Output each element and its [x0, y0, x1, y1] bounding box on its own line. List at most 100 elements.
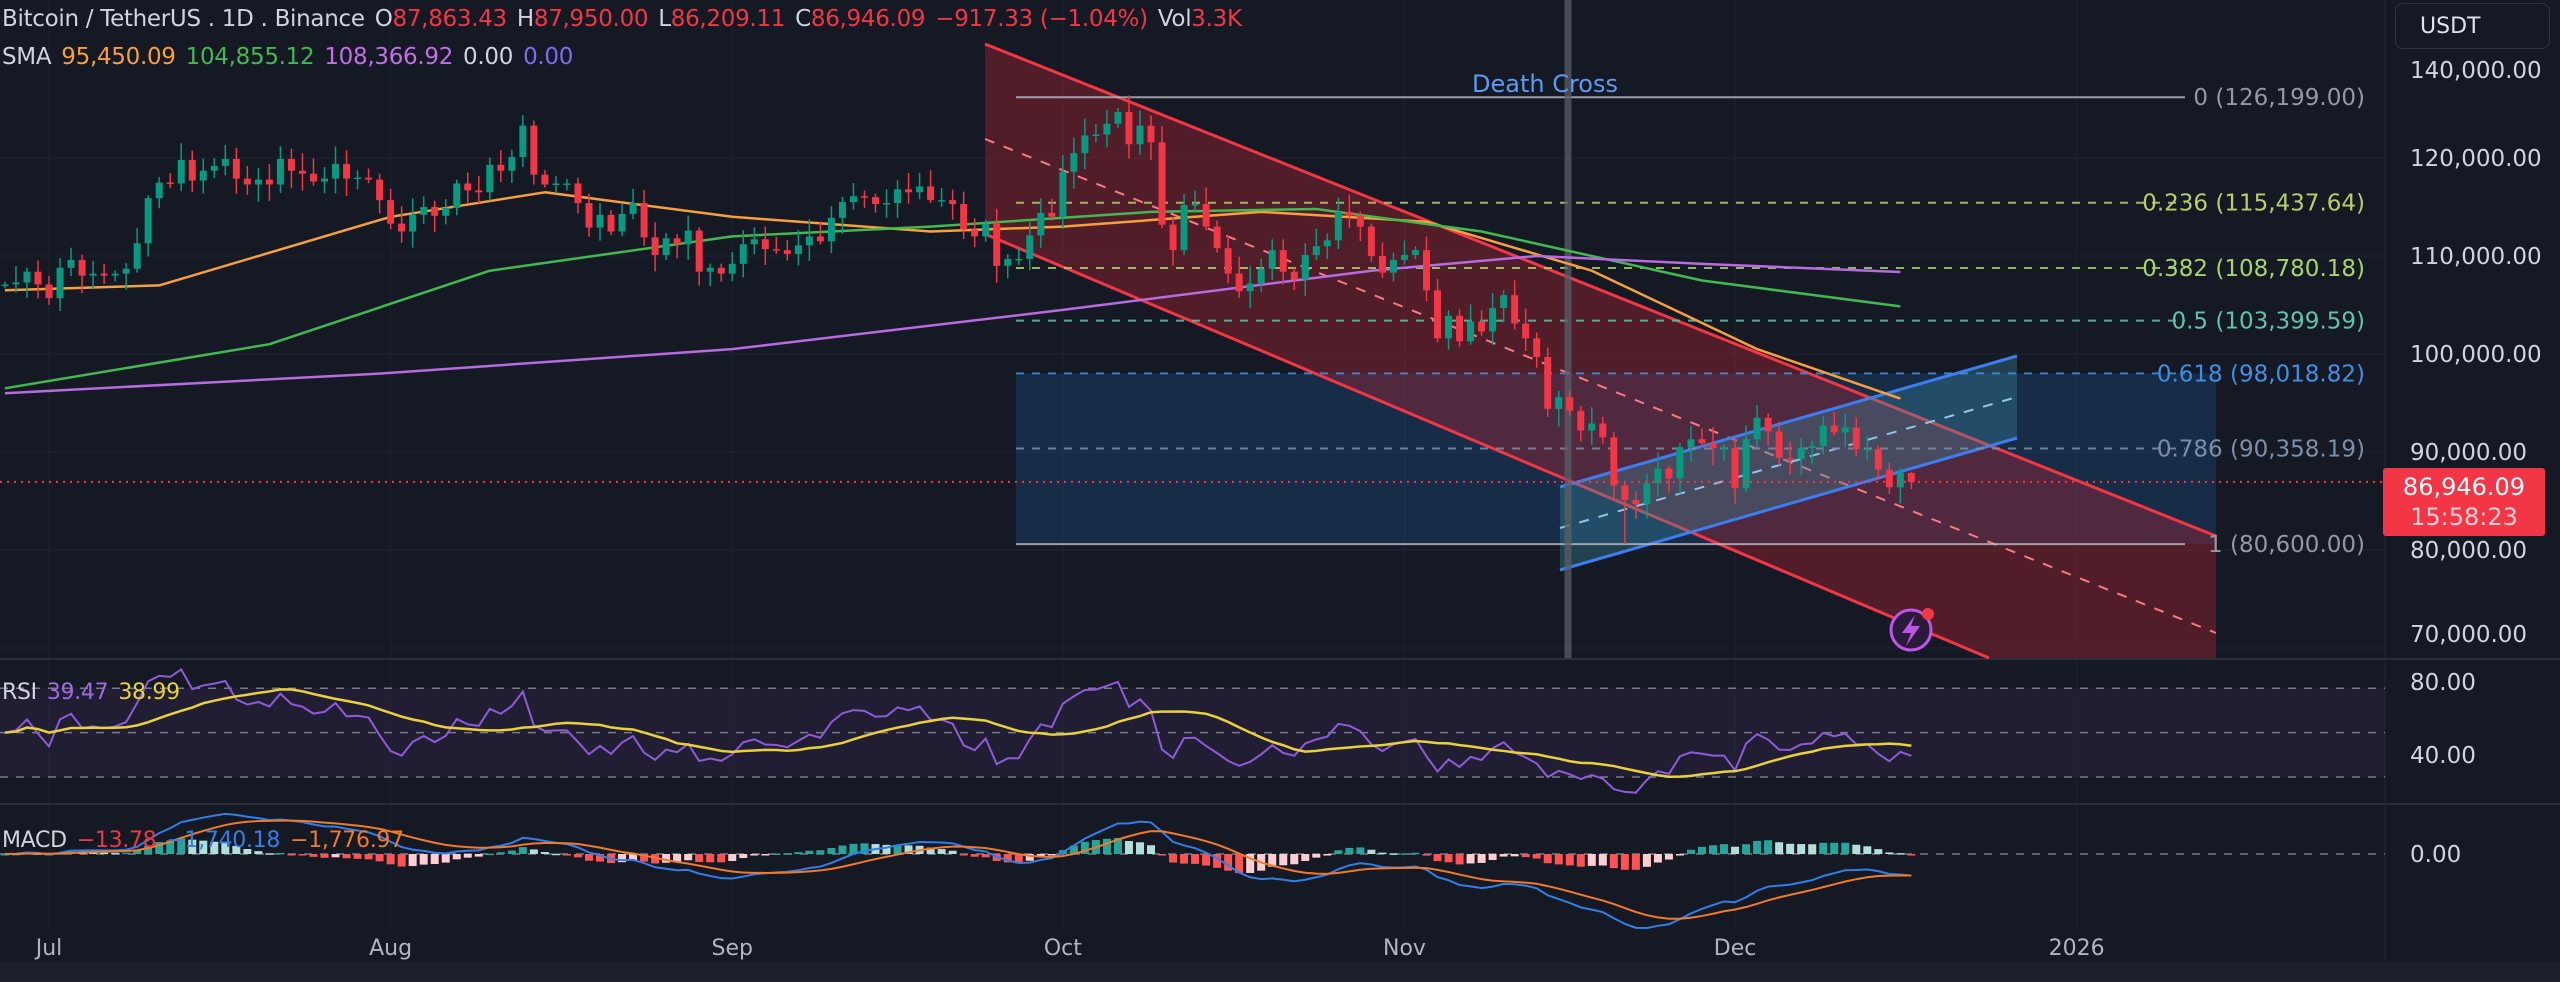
candle-body — [1070, 153, 1078, 172]
macd-histogram-bar — [1069, 845, 1078, 854]
fib-level-label[interactable]: 1 (80,600.00) — [2208, 532, 2365, 558]
candle — [1445, 310, 1453, 350]
candle — [894, 180, 902, 218]
candle — [1048, 198, 1056, 221]
macd-histogram-bar — [1675, 854, 1684, 856]
candle-body — [1169, 224, 1177, 251]
candle — [1323, 233, 1331, 260]
bar-countdown: 15:58:23 — [2410, 503, 2518, 531]
candle-body — [1257, 268, 1265, 284]
candle-body — [607, 214, 615, 232]
candle-body — [1334, 211, 1342, 241]
macd-histogram-bar — [1180, 854, 1189, 864]
candle-body — [1445, 315, 1453, 339]
candle-body — [1467, 321, 1475, 342]
fib-level-label[interactable]: 0.5 (103,399.59) — [2171, 309, 2365, 335]
candle-body — [927, 186, 935, 201]
candle-body — [574, 183, 582, 204]
candle — [1599, 416, 1607, 444]
macd-histogram-bar — [1819, 842, 1828, 854]
sma-legend[interactable]: SMA 95,450.09 104,855.12 108,366.92 0.00 0.00 — [2, 44, 583, 70]
candle-body — [1907, 472, 1915, 482]
candle — [1, 281, 9, 289]
candle-body — [100, 273, 108, 276]
candle — [287, 148, 295, 189]
price-axis-label: 100,000.00 — [2410, 342, 2542, 368]
macd-histogram-bar — [463, 854, 472, 858]
candle — [1246, 266, 1254, 309]
currency-button[interactable]: USDT — [2395, 3, 2550, 49]
symbol-title[interactable]: Bitcoin / TetherUS . 1D . Binance — [2, 6, 365, 32]
candle-body — [640, 203, 648, 238]
candle-body — [111, 273, 119, 276]
candle-body — [1114, 111, 1122, 124]
candle — [210, 158, 218, 179]
candle-body — [398, 223, 406, 232]
macd-histogram-bar — [1422, 854, 1431, 856]
candle — [89, 260, 97, 290]
macd-histogram-bar — [1808, 844, 1817, 854]
macd-histogram-bar — [1477, 854, 1486, 863]
fib-level-label[interactable]: 0 (126,199.00) — [2193, 85, 2365, 111]
fib-level-label[interactable]: 0.382 (108,780.18) — [2142, 256, 2365, 282]
candle-body — [276, 158, 284, 185]
macd-histogram-bar — [1885, 852, 1894, 854]
candle — [34, 260, 42, 299]
death-cross-label[interactable]: Death Cross — [1472, 70, 1618, 98]
candle — [1411, 246, 1419, 260]
rsi-legend[interactable]: RSI 39.47 38.99 — [2, 680, 190, 705]
candle-body — [1742, 439, 1750, 489]
macd-histogram-bar — [254, 851, 263, 854]
macd-histogram-value: −13.78 — [76, 828, 157, 853]
fib-level-label[interactable]: 0.236 (115,437.64) — [2142, 191, 2365, 217]
low-value: 86,209.11 — [670, 6, 786, 32]
macd-histogram-bar — [882, 844, 891, 854]
alert-lightning-icon[interactable] — [1889, 608, 1934, 652]
candle — [938, 188, 946, 207]
candle — [1378, 242, 1386, 278]
price-axis-label: 90,000.00 — [2410, 440, 2527, 466]
price-axis[interactable]: 140,000.00 120,000.00 110,000.00 100,000.00… — [2410, 58, 2542, 648]
macd-histogram-bar — [1113, 837, 1122, 854]
time-axis-label: Nov — [1383, 936, 1426, 961]
candle — [849, 183, 857, 210]
candle-body — [1544, 356, 1552, 409]
current-price-badge: 86,946.09 15:58:23 — [2383, 468, 2545, 536]
candle-body — [144, 198, 152, 244]
macd-histogram-bar — [1301, 854, 1310, 861]
descending-channel[interactable] — [984, 42, 2217, 660]
candle — [607, 210, 615, 236]
candle — [177, 143, 185, 192]
candle-body — [354, 177, 362, 180]
fib-level-label[interactable]: 0.618 (98,018.82) — [2157, 361, 2365, 387]
macd-histogram-bar — [1047, 854, 1056, 856]
time-axis[interactable]: Jul Aug Sep Oct Nov Dec 2026 — [34, 936, 2105, 961]
macd-histogram-bar — [166, 840, 175, 854]
high-value: 87,950.00 — [533, 6, 649, 32]
candle — [1830, 411, 1838, 436]
candle-body — [849, 196, 857, 203]
candle-body — [486, 164, 494, 193]
candle-body — [1852, 427, 1860, 450]
candle — [1345, 194, 1353, 229]
macd-histogram-bar — [1080, 841, 1089, 854]
macd-histogram-bar — [1686, 849, 1695, 854]
macd-legend[interactable]: MACD −13.78 −1,740.18 −1,776.97 — [2, 828, 414, 853]
candle — [1566, 390, 1574, 416]
candle — [232, 147, 240, 194]
macd-histogram-bar — [265, 853, 274, 855]
candle-body — [1786, 457, 1794, 460]
candle — [23, 267, 31, 298]
price-axis-label: 110,000.00 — [2410, 244, 2542, 270]
candle-body — [552, 183, 560, 185]
fib-level-label[interactable]: 0.786 (90,358.19) — [2157, 436, 2365, 462]
fib-retracement[interactable]: 0 (126,199.00) 0.236 (115,437.64) 0.382 (1… — [1016, 85, 2365, 558]
rsi-ma-line — [4, 688, 1912, 778]
macd-histogram-bar — [1378, 852, 1387, 855]
candle — [486, 157, 494, 201]
ascending-channel[interactable] — [1559, 354, 2018, 572]
macd-histogram-bar — [970, 854, 979, 857]
candle — [1268, 239, 1276, 280]
